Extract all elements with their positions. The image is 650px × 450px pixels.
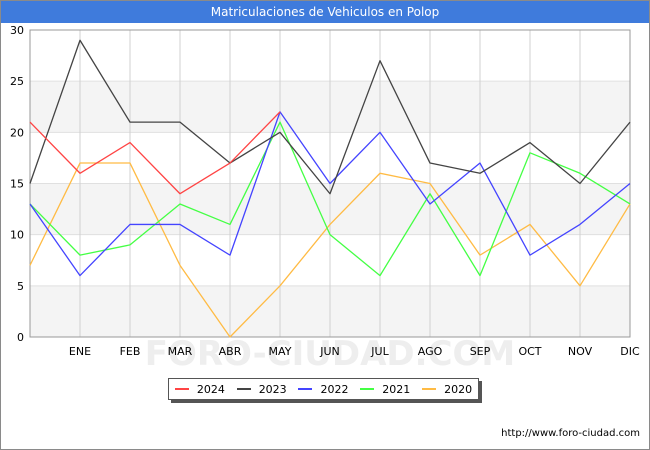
source-url: http://www.foro-ciudad.com — [501, 428, 640, 439]
series-line-2023 — [29, 39, 631, 195]
legend-swatch — [360, 388, 375, 390]
x-tick-label: ENE — [69, 345, 91, 358]
x-tick-label: SEP — [470, 345, 491, 358]
legend-label: 2023 — [258, 382, 287, 396]
legend-label: 2021 — [382, 382, 411, 396]
legend-swatch — [236, 388, 251, 390]
y-tick-label: 10 — [10, 229, 24, 242]
y-tick-label: 20 — [10, 126, 24, 139]
legend-swatch — [422, 388, 437, 390]
x-tick-label: DIC — [620, 345, 640, 358]
series-line-2022 — [29, 111, 631, 277]
legend: 2024 2023 2022 2021 2020 — [168, 378, 479, 400]
legend-item-2024: 2024 — [174, 382, 225, 396]
x-tick-label: JUN — [319, 345, 340, 358]
series-line-2024 — [29, 111, 281, 195]
x-tick-labels: ENE FEB MAR ABR MAY JUN JUL AGO SEP OCT NOV DIC — [69, 345, 640, 358]
x-tick-label: MAY — [269, 345, 292, 358]
y-tick-label: 30 — [10, 24, 24, 37]
series-lines — [29, 39, 631, 338]
x-tick-label: JUL — [370, 345, 389, 358]
legend-item-2021: 2021 — [360, 383, 410, 396]
legend-item-2020: 2020 — [422, 383, 472, 396]
legend-label: 2022 — [320, 382, 349, 396]
vertical-gridlines — [79, 30, 581, 337]
x-tick-label: ABR — [219, 345, 242, 358]
legend-label: 2024 — [196, 382, 225, 396]
y-tick-label: 0 — [17, 331, 24, 344]
x-tick-label: MAR — [168, 345, 193, 358]
legend-item-2023: 2023 — [236, 382, 287, 396]
legend-swatch — [298, 388, 313, 390]
legend-label: 2020 — [444, 382, 473, 396]
x-tick-label: AGO — [418, 345, 443, 358]
y-tick-label: 15 — [10, 178, 24, 191]
x-tick-label: OCT — [518, 345, 541, 358]
series-line-2020 — [29, 162, 631, 338]
y-tick-label: 25 — [10, 75, 24, 88]
series-line-2021 — [29, 121, 631, 277]
x-tick-label: FEB — [120, 345, 141, 358]
chart-title: Matriculaciones de Vehiculos en Polop — [1, 1, 649, 23]
legend-item-2022: 2022 — [298, 383, 348, 396]
x-tick-label: NOV — [568, 345, 593, 358]
watermark: FORO-CIUDAD.COM — [145, 334, 516, 374]
y-tick-label: 5 — [17, 280, 24, 293]
legend-swatch — [174, 388, 189, 390]
y-tick-labels: 0 5 10 15 20 25 30 — [10, 24, 24, 344]
